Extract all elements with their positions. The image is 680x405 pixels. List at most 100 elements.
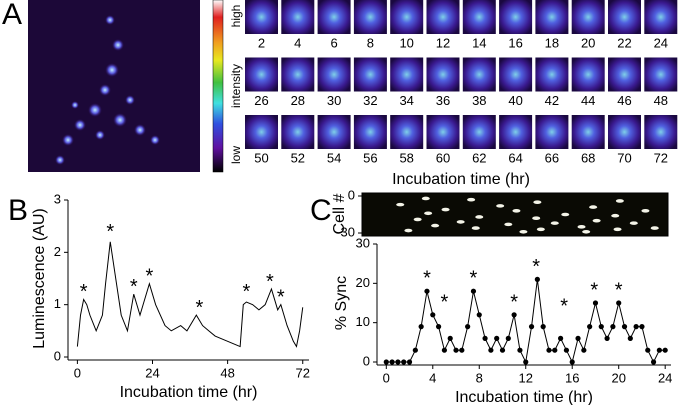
x-axis-label: Incubation time (hr) xyxy=(120,384,258,401)
data-point xyxy=(546,347,552,353)
frame-label: 16 xyxy=(508,35,522,50)
raster-spike xyxy=(424,211,433,216)
data-point xyxy=(499,347,506,353)
data-point xyxy=(470,288,477,294)
y-tick-label: 3 xyxy=(54,191,61,206)
raster-spike xyxy=(589,205,598,209)
data-point xyxy=(465,324,471,330)
frame-label: 72 xyxy=(654,150,668,165)
frame-label: 6 xyxy=(330,35,337,50)
frame-label: 64 xyxy=(508,150,522,165)
data-point xyxy=(650,359,657,365)
frame-label: 10 xyxy=(399,35,413,50)
peak-marker: * xyxy=(80,281,88,303)
thumbnail xyxy=(317,115,351,149)
peak-marker: * xyxy=(277,286,285,308)
raster-spike xyxy=(421,196,430,201)
peak-marker: * xyxy=(196,297,204,319)
data-point xyxy=(534,276,540,282)
data-point xyxy=(424,288,430,294)
data-point xyxy=(441,347,447,353)
data-point xyxy=(639,324,645,330)
microscopy-image xyxy=(28,0,200,172)
raster-label: Cell # xyxy=(331,193,348,234)
thumbnail xyxy=(571,0,605,34)
data-point xyxy=(389,359,395,365)
data-point xyxy=(563,347,570,353)
data-point xyxy=(459,347,465,353)
data-point xyxy=(401,359,407,365)
raster-spike xyxy=(431,223,440,228)
image-cells xyxy=(55,15,160,165)
data-point xyxy=(598,324,604,330)
frame-label: 12 xyxy=(436,35,450,50)
colorbar xyxy=(212,0,224,173)
y-tick-label: 20 xyxy=(356,275,370,290)
raster-spike xyxy=(396,202,405,207)
data-point xyxy=(627,335,633,341)
data-point xyxy=(656,347,662,353)
frame-label: 2 xyxy=(258,35,265,50)
peak-marker: * xyxy=(266,271,274,293)
data-point xyxy=(505,335,511,341)
y-tick-label: 30 xyxy=(356,235,370,250)
data-point xyxy=(418,324,424,330)
thumbnail xyxy=(644,0,678,34)
thumbnail xyxy=(245,57,278,92)
y-tick-label: 10 xyxy=(356,314,370,329)
thumbnail xyxy=(390,57,424,92)
peak-marker: * xyxy=(243,281,251,303)
x-tick-label: 8 xyxy=(476,370,483,385)
frame-label: 26 xyxy=(254,93,268,108)
x-tick-label: 12 xyxy=(519,370,533,385)
data-point xyxy=(610,324,616,330)
frame-label: 40 xyxy=(508,93,522,108)
raster-spike xyxy=(533,200,542,204)
y-tick-label: 2 xyxy=(54,244,61,259)
peak-marker: * xyxy=(423,268,431,290)
y-axis-label: Luminescence (AU) xyxy=(31,208,48,349)
thumbnail xyxy=(390,0,424,34)
thumbnail xyxy=(462,115,496,149)
peak-marker: * xyxy=(145,266,153,288)
raster-spike xyxy=(641,209,650,213)
data-point xyxy=(511,312,517,318)
raster-spike xyxy=(615,199,624,203)
x-tick-label: 20 xyxy=(611,370,625,385)
thumbnail xyxy=(245,115,278,149)
data-point xyxy=(453,347,459,353)
frame-label: 70 xyxy=(617,150,631,165)
thumbnail xyxy=(353,0,387,34)
thumbnail xyxy=(644,115,678,149)
frame-label: 36 xyxy=(436,93,450,108)
raster-spike xyxy=(456,220,465,224)
data-point xyxy=(517,347,523,353)
thumbnail xyxy=(390,115,424,149)
thumbnail xyxy=(571,115,605,149)
raster-spike xyxy=(471,226,480,230)
raster-spike xyxy=(629,221,638,225)
thumbnail xyxy=(317,57,351,92)
frame-label: 58 xyxy=(399,150,413,165)
thumbnail xyxy=(571,57,605,92)
data-point xyxy=(581,347,587,353)
data-point xyxy=(395,359,401,365)
frame-label: 42 xyxy=(545,93,559,108)
data-point xyxy=(412,347,418,353)
raster-spike xyxy=(561,212,570,217)
frame-label: 46 xyxy=(617,93,631,108)
data-point xyxy=(662,347,668,353)
data-point xyxy=(406,359,413,365)
raster-spike xyxy=(413,217,422,222)
data-point xyxy=(476,312,482,318)
raster-tick-label: 30 xyxy=(341,224,355,239)
peak-marker: * xyxy=(590,280,598,302)
peak-marker: * xyxy=(470,268,478,290)
x-tick-label: 24 xyxy=(658,370,672,385)
thumbnail xyxy=(281,115,315,149)
peak-marker: * xyxy=(130,276,138,298)
raster-spike xyxy=(519,229,528,234)
thumbnail xyxy=(644,57,678,92)
raster-spike xyxy=(504,222,513,227)
frame-label: 38 xyxy=(472,93,486,108)
